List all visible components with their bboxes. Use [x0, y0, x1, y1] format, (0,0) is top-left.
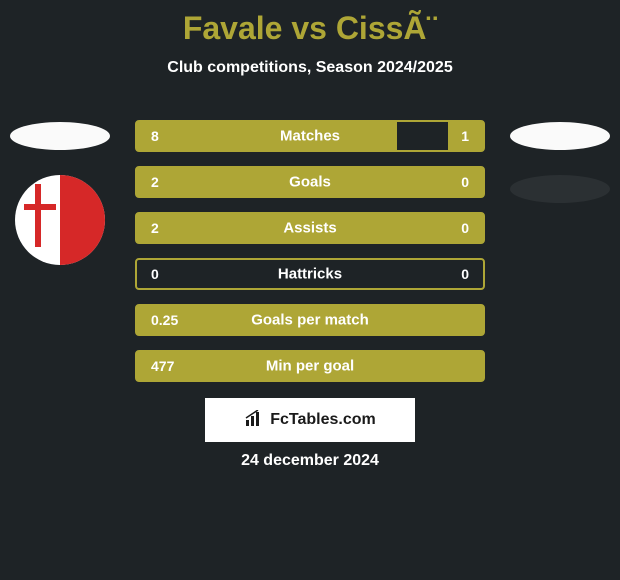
stat-label: Min per goal — [137, 358, 483, 375]
stat-value-right: 0 — [461, 220, 469, 236]
stat-row-goals-per-match: 0.25 Goals per match — [135, 304, 485, 336]
stat-label: Goals per match — [137, 312, 483, 329]
stats-container: 8 Matches 1 2 Goals 0 2 Assists 0 0 Hatt… — [135, 120, 485, 396]
player-left-avatar — [10, 122, 110, 150]
stat-row-goals: 2 Goals 0 — [135, 166, 485, 198]
chart-icon — [244, 410, 264, 431]
stat-value-right: 0 — [461, 174, 469, 190]
club-right-logo — [510, 175, 610, 203]
stat-row-matches: 8 Matches 1 — [135, 120, 485, 152]
stat-value-right: 0 — [461, 266, 469, 282]
stat-value-right: 1 — [461, 128, 469, 144]
attribution-badge: FcTables.com — [205, 398, 415, 442]
stat-label: Hattricks — [137, 266, 483, 283]
stat-row-assists: 2 Assists 0 — [135, 212, 485, 244]
comparison-subtitle: Club competitions, Season 2024/2025 — [0, 59, 620, 77]
stat-label: Goals — [137, 174, 483, 191]
date-text: 24 december 2024 — [0, 452, 620, 470]
stat-row-hattricks: 0 Hattricks 0 — [135, 258, 485, 290]
club-left-logo — [15, 175, 105, 265]
comparison-title: Favale vs CissÃ¨ — [0, 0, 620, 47]
player-right-avatar — [510, 122, 610, 150]
stat-row-min-per-goal: 477 Min per goal — [135, 350, 485, 382]
stat-label: Matches — [137, 128, 483, 145]
attribution-text: FcTables.com — [270, 411, 376, 429]
stat-label: Assists — [137, 220, 483, 237]
